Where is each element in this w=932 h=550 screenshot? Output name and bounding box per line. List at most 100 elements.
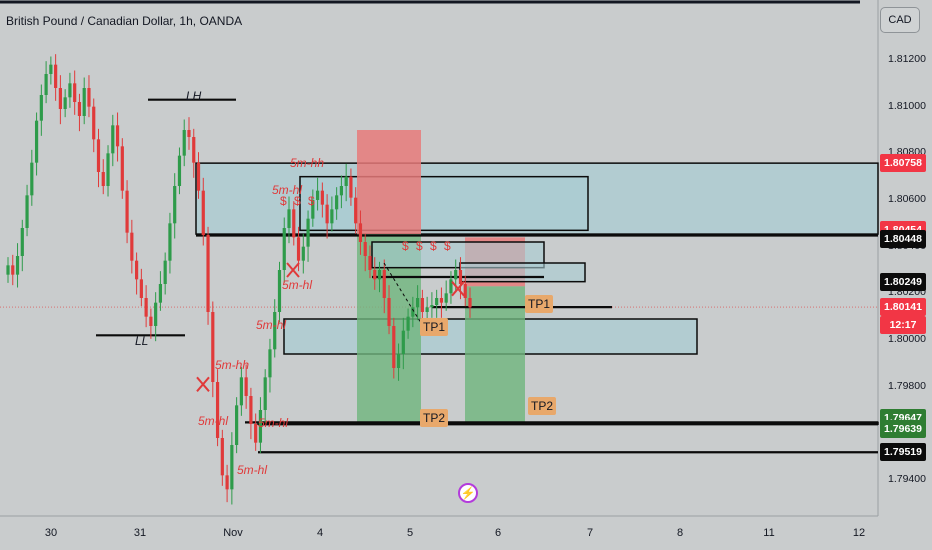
candle-body[interactable]	[92, 106, 96, 140]
candle-body[interactable]	[444, 293, 448, 303]
candle-body[interactable]	[120, 146, 124, 191]
candle-body[interactable]	[416, 298, 420, 308]
candle-body[interactable]	[373, 270, 377, 280]
candle-body[interactable]	[344, 176, 348, 186]
candle-body[interactable]	[277, 270, 282, 312]
candle-body[interactable]	[368, 256, 372, 270]
candle-body[interactable]	[339, 186, 344, 196]
candle-body[interactable]	[30, 162, 34, 196]
candle-body[interactable]	[330, 209, 334, 224]
candle-body[interactable]	[63, 97, 67, 109]
lightning-icon[interactable]: ⚡	[458, 483, 478, 503]
candle-body[interactable]	[377, 270, 382, 280]
candle-body[interactable]	[87, 88, 91, 107]
candle-body[interactable]	[239, 377, 243, 406]
candle-body[interactable]	[335, 195, 339, 210]
candle-body[interactable]	[296, 237, 301, 261]
candle-body[interactable]	[396, 354, 401, 368]
candle-body[interactable]	[306, 218, 310, 247]
candle-body[interactable]	[68, 83, 72, 98]
candle-body[interactable]	[182, 130, 186, 156]
candle-body[interactable]	[20, 228, 24, 256]
supply-zone-inner[interactable]	[299, 175, 589, 232]
candle-body[interactable]	[411, 307, 415, 317]
candle-body[interactable]	[196, 162, 201, 191]
candle-body[interactable]	[54, 64, 58, 88]
candle-body[interactable]	[439, 298, 444, 303]
candle-body[interactable]	[96, 139, 101, 172]
candle-body[interactable]	[149, 316, 153, 326]
candle-body[interactable]	[320, 190, 324, 205]
candle-body[interactable]	[349, 176, 353, 198]
take-profit-zone[interactable]	[465, 286, 525, 423]
candle-body[interactable]	[177, 155, 182, 186]
candle-body[interactable]	[273, 312, 277, 350]
candle-body[interactable]	[244, 377, 248, 396]
candle-body[interactable]	[73, 83, 77, 102]
candle-body[interactable]	[387, 298, 391, 326]
candle-body[interactable]	[25, 195, 29, 228]
candle-body[interactable]	[358, 223, 363, 242]
candle-body[interactable]	[168, 223, 172, 261]
candle-body[interactable]	[58, 88, 62, 109]
candle-body[interactable]	[287, 209, 291, 228]
candle-body[interactable]	[449, 279, 453, 294]
candle-body[interactable]	[134, 260, 139, 280]
candle-body[interactable]	[130, 232, 134, 261]
candle-body[interactable]	[125, 190, 129, 233]
stop-loss-zone[interactable]	[357, 130, 421, 235]
candle-body[interactable]	[11, 265, 15, 275]
candle-body[interactable]	[292, 209, 296, 238]
candle-body[interactable]	[325, 204, 329, 224]
candle-body[interactable]	[101, 172, 105, 186]
candle-body[interactable]	[163, 260, 167, 284]
candle-body[interactable]	[354, 197, 358, 224]
candle-body[interactable]	[311, 200, 315, 219]
candle-body[interactable]	[154, 302, 158, 326]
candle-body[interactable]	[144, 298, 148, 317]
candle-body[interactable]	[315, 190, 320, 200]
candle-body[interactable]	[225, 475, 229, 490]
candle-body[interactable]	[77, 102, 82, 116]
candle-body[interactable]	[254, 424, 258, 443]
candle-body[interactable]	[301, 246, 305, 261]
candle-body[interactable]	[454, 270, 458, 280]
candle-body[interactable]	[49, 64, 53, 74]
candle-body[interactable]	[173, 186, 177, 224]
candle-body[interactable]	[282, 228, 286, 270]
candle-body[interactable]	[463, 284, 467, 298]
candle-body[interactable]	[392, 326, 396, 368]
candle-body[interactable]	[187, 130, 191, 137]
candle-body[interactable]	[249, 396, 253, 424]
candle-body[interactable]	[401, 330, 405, 354]
candle-body[interactable]	[139, 279, 143, 298]
candle-body[interactable]	[201, 190, 205, 235]
candle-body[interactable]	[363, 242, 367, 256]
candle-body[interactable]	[406, 316, 410, 331]
candle-body[interactable]	[220, 438, 224, 476]
candle-body[interactable]	[230, 445, 234, 490]
candle-body[interactable]	[268, 349, 272, 378]
candle-body[interactable]	[435, 298, 439, 305]
candle-body[interactable]	[430, 305, 434, 308]
candle-body[interactable]	[34, 120, 39, 163]
candle-body[interactable]	[6, 265, 10, 275]
candle-body[interactable]	[15, 256, 20, 275]
candle-body[interactable]	[382, 270, 386, 298]
candle-body[interactable]	[258, 410, 263, 443]
liquidity-box[interactable]	[459, 262, 586, 283]
candle-body[interactable]	[44, 74, 48, 95]
candle-body[interactable]	[106, 153, 110, 186]
candle-body[interactable]	[263, 377, 267, 410]
candle-body[interactable]	[115, 125, 120, 147]
candle-body[interactable]	[111, 125, 115, 154]
candle-body[interactable]	[39, 95, 43, 121]
candle-body[interactable]	[192, 137, 196, 163]
candle-body[interactable]	[206, 235, 210, 312]
candle-body[interactable]	[211, 312, 215, 382]
candle-body[interactable]	[235, 405, 239, 445]
currency-button[interactable]: CAD	[880, 7, 920, 33]
candle-body[interactable]	[420, 298, 424, 312]
candle-body[interactable]	[158, 284, 163, 303]
